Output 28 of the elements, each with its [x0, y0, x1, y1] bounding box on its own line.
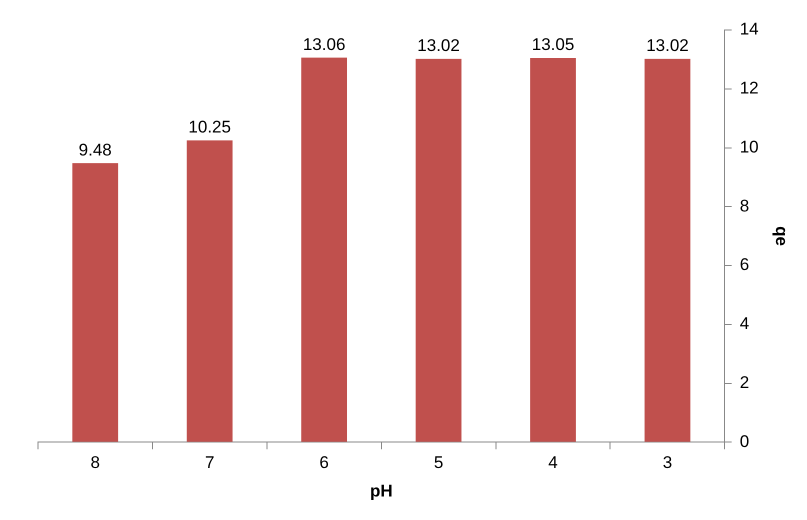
y-tick-label: 8	[740, 196, 750, 216]
data-label: 9.48	[78, 140, 112, 160]
x-tick-label: 5	[434, 453, 444, 472]
y-tick-label: 4	[740, 314, 750, 334]
bar	[72, 163, 118, 442]
y-tick-label: 6	[740, 255, 750, 274]
x-tick-label: 6	[319, 453, 329, 472]
x-tick-label: 8	[90, 453, 100, 472]
y-axis-title: qe	[772, 226, 792, 246]
x-tick-label: 4	[548, 453, 558, 472]
y-tick-label: 12	[740, 78, 759, 98]
bar	[416, 58, 462, 442]
x-tick-label: 7	[204, 453, 214, 472]
x-tick-label: 3	[662, 453, 672, 472]
y-tick-label: 2	[740, 373, 750, 392]
bar	[644, 58, 690, 442]
data-label: 13.02	[417, 36, 460, 56]
bar	[530, 58, 576, 442]
data-label: 13.05	[532, 35, 574, 54]
x-axis-title: pH	[370, 481, 393, 500]
bar	[186, 140, 233, 442]
data-label: 13.02	[646, 36, 689, 56]
y-tick-label: 10	[740, 137, 759, 156]
data-label: 13.06	[302, 34, 346, 54]
y-tick-label: 14	[740, 20, 759, 39]
y-tick-label: 0	[740, 432, 750, 451]
bar	[301, 58, 348, 442]
data-label: 10.25	[188, 118, 231, 137]
